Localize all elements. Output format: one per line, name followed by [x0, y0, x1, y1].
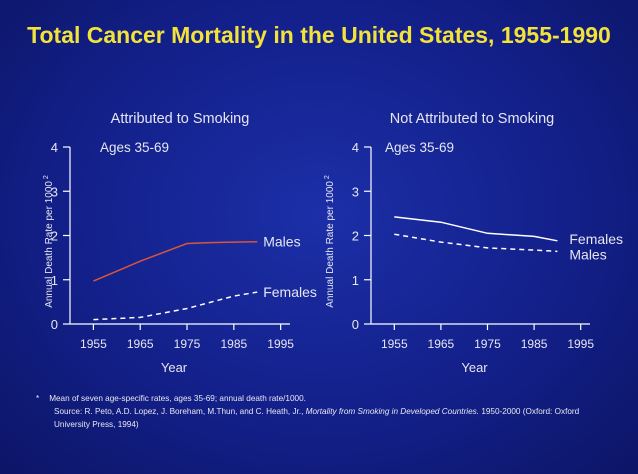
- chart-subtitle: Ages 35-69: [385, 140, 454, 155]
- source-book-title: Mortality from Smoking in Developed Coun…: [305, 407, 480, 416]
- y-tick-label: 2: [352, 229, 359, 244]
- x-tick-label: 1955: [80, 337, 107, 351]
- y-axis-label: Annual Death Rate per 1000 2: [43, 175, 55, 308]
- x-axis-label: Year: [461, 360, 488, 375]
- y-tick-label: 4: [352, 140, 359, 155]
- footnote-definition: Mean of seven age-specific rates, ages 3…: [49, 394, 306, 403]
- chart-subtitle: Ages 35-69: [100, 140, 169, 155]
- x-tick-label: 1965: [428, 337, 455, 351]
- footnote-source: Source: R. Peto, A.D. Lopez, J. Boreham,…: [36, 405, 616, 431]
- source-publisher: 1950-2000 (Oxford: Oxford University Pre…: [54, 407, 580, 429]
- y-axis-label-superscript: 2: [324, 175, 331, 181]
- x-tick-label: 1975: [174, 337, 201, 351]
- x-tick-label: 1955: [381, 337, 408, 351]
- footnote-marker: *: [36, 394, 40, 403]
- source-authors: Source: R. Peto, A.D. Lopez, J. Boreham,…: [54, 407, 304, 416]
- y-tick-label: 1: [51, 273, 58, 288]
- x-tick-label: 1975: [474, 337, 501, 351]
- series-label-males: Males: [263, 234, 300, 250]
- y-tick-label: 1: [352, 273, 359, 288]
- x-tick-label: 1985: [521, 337, 548, 351]
- y-tick-label: 0: [352, 317, 359, 332]
- slide-title: Total Cancer Mortality in the United Sta…: [27, 22, 611, 48]
- y-tick-label: 2: [51, 229, 58, 244]
- series-line-males: [93, 240, 258, 282]
- series-label-males: Males: [569, 246, 606, 262]
- y-tick-label: 4: [51, 140, 58, 155]
- y-tick-label: 3: [352, 184, 359, 199]
- footnote: * Mean of seven age-specific rates, ages …: [36, 392, 616, 431]
- x-tick-label: 1995: [567, 337, 594, 351]
- chart-title: Attributed to Smoking: [111, 111, 250, 127]
- series-label-females: Females: [263, 284, 317, 300]
- x-tick-label: 1965: [127, 337, 154, 351]
- series-line-females: [394, 216, 558, 242]
- chart-title: Not Attributed to Smoking: [390, 111, 554, 127]
- y-tick-label: 0: [51, 317, 58, 332]
- series-line-females: [93, 291, 258, 321]
- series-label-females: Females: [569, 231, 623, 247]
- x-tick-label: 1985: [220, 337, 247, 351]
- x-tick-label: 1995: [267, 337, 294, 351]
- x-axis-label: Year: [161, 360, 188, 375]
- y-axis-label: Annual Death Rate per 1000 2: [324, 175, 336, 308]
- y-axis-label-superscript: 2: [43, 175, 50, 181]
- series-line-males: [394, 233, 558, 253]
- y-tick-label: 3: [51, 184, 58, 199]
